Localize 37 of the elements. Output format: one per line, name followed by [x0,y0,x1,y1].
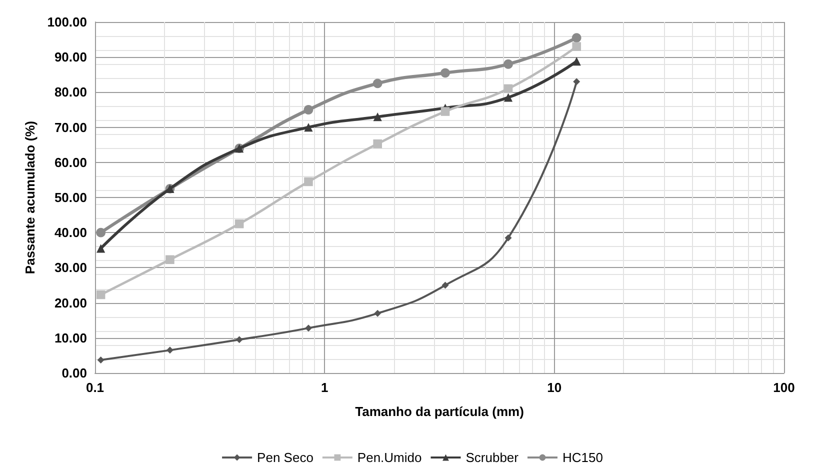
point [166,346,174,354]
point [234,219,244,228]
x-tick-label: 1 [321,380,328,395]
y-tick-label: 30.00 [54,260,87,276]
y-tick-label: 20.00 [54,295,87,310]
point [304,123,313,132]
y-tick-label: 40.00 [54,225,87,240]
point [372,78,382,88]
x-tick-label: 10 [547,380,562,395]
x-tick-label: 100 [773,380,795,395]
legend-label: Scrubber [466,450,520,465]
y-tick-label: 0.00 [62,366,87,380]
point [304,105,314,114]
y-tick-label: 90.00 [54,50,87,65]
y-tick-label: 10.00 [54,330,87,346]
y-tick-label: 50.00 [54,190,87,205]
legend-label: Pen.Umido [357,450,422,465]
point [304,324,312,332]
y-tick-label: 60.00 [54,154,87,170]
x-axis-title: Tamanho da partícula (mm) [355,404,524,419]
y-axis-title: Passante acumulado (%) [22,120,38,274]
point [96,290,106,300]
point [236,336,243,344]
point [96,228,106,238]
y-tick-label: 70.00 [54,120,87,135]
legend-label: Pen Seco [257,450,314,465]
point [304,177,313,186]
legend-label: HC150 [562,450,603,465]
x-tick-label: 0.1 [86,380,104,395]
point [374,310,382,317]
point [373,112,382,122]
point [166,255,174,264]
point [97,356,104,364]
y-tick-label: 100.00 [47,14,87,30]
point [96,244,106,253]
point [373,139,382,148]
y-tick-label: 80.00 [54,84,87,100]
